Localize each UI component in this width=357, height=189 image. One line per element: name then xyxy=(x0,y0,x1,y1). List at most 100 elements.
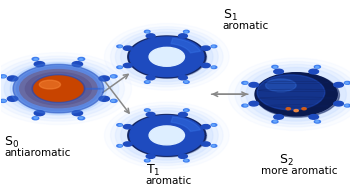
Ellipse shape xyxy=(240,64,352,124)
Ellipse shape xyxy=(4,62,113,115)
Ellipse shape xyxy=(316,121,319,122)
Ellipse shape xyxy=(272,65,278,68)
Polygon shape xyxy=(10,63,106,114)
Ellipse shape xyxy=(145,109,150,112)
Ellipse shape xyxy=(0,99,6,102)
Ellipse shape xyxy=(257,75,325,110)
Ellipse shape xyxy=(129,37,207,78)
Ellipse shape xyxy=(117,124,122,126)
Ellipse shape xyxy=(32,117,39,120)
Polygon shape xyxy=(13,64,104,113)
Ellipse shape xyxy=(117,145,122,147)
Ellipse shape xyxy=(185,160,187,161)
Ellipse shape xyxy=(124,125,132,129)
Ellipse shape xyxy=(115,29,218,84)
Ellipse shape xyxy=(211,124,217,126)
Ellipse shape xyxy=(183,159,189,162)
Ellipse shape xyxy=(2,76,5,77)
Ellipse shape xyxy=(212,124,215,126)
Ellipse shape xyxy=(119,46,122,47)
Text: aromatic: aromatic xyxy=(223,21,269,31)
Ellipse shape xyxy=(79,117,83,119)
Ellipse shape xyxy=(178,154,187,158)
Ellipse shape xyxy=(294,110,298,112)
Ellipse shape xyxy=(345,104,351,107)
Ellipse shape xyxy=(129,115,207,157)
Ellipse shape xyxy=(185,31,187,33)
Ellipse shape xyxy=(309,69,318,74)
Ellipse shape xyxy=(115,108,218,163)
Ellipse shape xyxy=(146,34,155,38)
Ellipse shape xyxy=(34,111,45,116)
Ellipse shape xyxy=(117,66,122,69)
Ellipse shape xyxy=(183,109,189,112)
Ellipse shape xyxy=(309,115,318,119)
Ellipse shape xyxy=(0,56,125,121)
Ellipse shape xyxy=(178,76,187,80)
Ellipse shape xyxy=(145,81,150,83)
Ellipse shape xyxy=(244,105,247,106)
Ellipse shape xyxy=(34,59,37,60)
Ellipse shape xyxy=(249,82,258,87)
Ellipse shape xyxy=(249,101,258,106)
Ellipse shape xyxy=(274,69,283,74)
Ellipse shape xyxy=(7,76,18,81)
Ellipse shape xyxy=(256,73,340,117)
Text: S$_2$: S$_2$ xyxy=(279,153,293,168)
Ellipse shape xyxy=(286,108,291,110)
Ellipse shape xyxy=(212,46,215,47)
Ellipse shape xyxy=(211,45,217,48)
Ellipse shape xyxy=(34,62,45,67)
Ellipse shape xyxy=(110,99,117,102)
Ellipse shape xyxy=(124,142,132,146)
Ellipse shape xyxy=(266,79,296,92)
Ellipse shape xyxy=(201,63,210,68)
Ellipse shape xyxy=(119,145,122,146)
Polygon shape xyxy=(128,36,206,78)
Ellipse shape xyxy=(244,82,247,84)
Ellipse shape xyxy=(2,100,5,101)
Ellipse shape xyxy=(124,63,132,68)
Ellipse shape xyxy=(110,75,117,78)
Text: S$_0$: S$_0$ xyxy=(4,134,19,149)
Ellipse shape xyxy=(146,81,149,82)
Ellipse shape xyxy=(183,81,189,83)
Ellipse shape xyxy=(185,110,187,111)
Ellipse shape xyxy=(99,96,109,101)
Ellipse shape xyxy=(105,23,229,90)
Text: S$_1$: S$_1$ xyxy=(223,8,237,23)
Ellipse shape xyxy=(255,73,337,116)
Ellipse shape xyxy=(212,67,215,68)
Ellipse shape xyxy=(105,102,229,169)
Ellipse shape xyxy=(119,124,122,126)
Ellipse shape xyxy=(302,108,306,110)
Ellipse shape xyxy=(145,30,150,33)
Ellipse shape xyxy=(146,154,155,158)
Ellipse shape xyxy=(72,111,82,116)
Ellipse shape xyxy=(79,59,83,60)
Ellipse shape xyxy=(145,159,150,162)
Ellipse shape xyxy=(7,96,18,101)
Ellipse shape xyxy=(211,66,217,69)
Ellipse shape xyxy=(274,115,283,119)
Ellipse shape xyxy=(78,57,85,60)
Ellipse shape xyxy=(242,81,248,84)
Ellipse shape xyxy=(242,104,248,107)
Ellipse shape xyxy=(149,126,185,145)
Ellipse shape xyxy=(110,27,223,87)
Ellipse shape xyxy=(20,70,97,108)
Polygon shape xyxy=(171,117,200,132)
Polygon shape xyxy=(130,116,204,155)
Ellipse shape xyxy=(146,160,149,161)
Polygon shape xyxy=(171,38,200,53)
Ellipse shape xyxy=(72,62,82,67)
Ellipse shape xyxy=(146,76,155,80)
Polygon shape xyxy=(130,37,204,77)
Ellipse shape xyxy=(117,45,122,48)
Ellipse shape xyxy=(34,117,37,119)
Ellipse shape xyxy=(183,30,189,33)
Ellipse shape xyxy=(39,80,61,89)
Ellipse shape xyxy=(246,67,346,121)
Ellipse shape xyxy=(78,117,85,120)
Ellipse shape xyxy=(315,65,321,68)
